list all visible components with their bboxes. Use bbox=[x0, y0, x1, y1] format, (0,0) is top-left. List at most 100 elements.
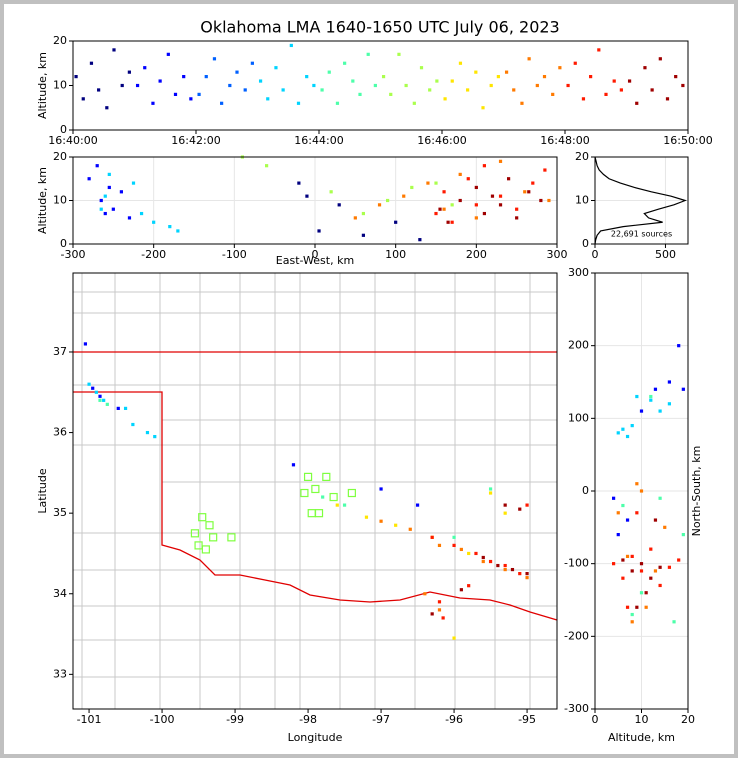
source-point bbox=[131, 181, 136, 185]
source-point bbox=[452, 636, 456, 640]
source-point bbox=[489, 83, 493, 88]
source-point bbox=[107, 185, 111, 190]
source-point bbox=[335, 503, 339, 507]
y-tick-label: 10 bbox=[53, 194, 67, 207]
source-point bbox=[474, 216, 478, 220]
station bbox=[303, 472, 313, 481]
y-tick-label: 0 bbox=[582, 237, 589, 250]
annotation: 22,691 sources bbox=[611, 230, 672, 239]
source-point bbox=[438, 207, 442, 211]
source-point bbox=[452, 535, 456, 539]
source-point bbox=[394, 220, 398, 224]
source-point bbox=[630, 554, 634, 558]
source-point bbox=[430, 535, 434, 539]
station bbox=[194, 541, 203, 550]
station bbox=[307, 509, 316, 518]
y-tick-label: 0 bbox=[60, 237, 67, 250]
source-point bbox=[612, 79, 616, 83]
source-point bbox=[466, 88, 470, 92]
source-point bbox=[450, 79, 454, 83]
source-point bbox=[204, 75, 208, 79]
source-point bbox=[539, 198, 543, 203]
source-point bbox=[520, 101, 524, 105]
source-point bbox=[490, 194, 495, 198]
source-point bbox=[87, 177, 91, 181]
source-point bbox=[635, 511, 639, 515]
source-point bbox=[625, 605, 630, 609]
source-point bbox=[91, 386, 95, 390]
source-point bbox=[317, 229, 321, 233]
station bbox=[311, 484, 320, 494]
y-axis-label: Latitude bbox=[36, 468, 49, 514]
y-tick-label: 20 bbox=[53, 34, 67, 47]
source-point bbox=[87, 382, 91, 386]
y-tick-label: 0 bbox=[582, 484, 589, 497]
source-point bbox=[573, 61, 577, 65]
source-point bbox=[437, 600, 442, 604]
source-point bbox=[515, 216, 519, 220]
source-point bbox=[107, 172, 111, 176]
x-axis-label: East-West, km bbox=[276, 254, 354, 267]
y-tick-label: 35 bbox=[53, 506, 67, 519]
source-point bbox=[627, 79, 632, 83]
source-point bbox=[650, 88, 654, 92]
source-point bbox=[321, 495, 325, 499]
plot-frame bbox=[594, 272, 689, 710]
source-point bbox=[442, 190, 446, 194]
source-point bbox=[667, 565, 671, 569]
source-point bbox=[428, 88, 432, 92]
source-point bbox=[467, 584, 471, 588]
source-point bbox=[153, 435, 157, 439]
source-point bbox=[498, 159, 503, 163]
source-point bbox=[83, 342, 88, 346]
source-point bbox=[143, 66, 147, 70]
x-tick-label: -99 bbox=[226, 713, 244, 726]
source-point bbox=[643, 66, 647, 70]
source-point bbox=[119, 190, 123, 194]
y-tick-label: 200 bbox=[568, 339, 589, 352]
y-tick-label: 33 bbox=[53, 667, 67, 680]
source-point bbox=[488, 491, 493, 495]
source-point bbox=[135, 83, 140, 88]
x-tick-label: 300 bbox=[547, 248, 568, 261]
source-point bbox=[630, 612, 634, 617]
y-tick-label: 20 bbox=[53, 150, 67, 163]
source-point bbox=[635, 394, 639, 399]
source-point bbox=[507, 177, 511, 181]
plot-frame bbox=[72, 156, 558, 245]
source-point bbox=[665, 97, 670, 101]
source-point bbox=[343, 61, 347, 65]
x-tick-label: 16:48:00 bbox=[540, 134, 589, 147]
x-tick-label: 16:44:00 bbox=[294, 134, 343, 147]
source-point bbox=[458, 172, 462, 176]
x-tick-label: 0 bbox=[592, 248, 599, 261]
source-point bbox=[320, 88, 324, 92]
y-tick-label: -200 bbox=[564, 629, 589, 642]
source-point bbox=[441, 616, 445, 620]
source-point bbox=[139, 211, 144, 216]
source-point bbox=[681, 83, 685, 88]
source-point bbox=[551, 92, 555, 96]
source-point bbox=[635, 482, 639, 486]
y-tick-label: 20 bbox=[575, 150, 589, 163]
source-point bbox=[151, 101, 155, 105]
plot-frame bbox=[72, 272, 558, 710]
y-tick-label: -100 bbox=[564, 557, 589, 570]
source-point bbox=[443, 97, 447, 101]
source-point bbox=[481, 555, 485, 560]
source-point bbox=[212, 57, 217, 61]
source-point bbox=[612, 496, 616, 500]
source-point bbox=[434, 211, 438, 216]
source-point bbox=[619, 88, 623, 92]
x-axis-label: Altitude, km bbox=[608, 731, 675, 744]
y-tick-label: 10 bbox=[575, 194, 589, 207]
y-tick-label: 10 bbox=[53, 79, 67, 92]
source-point bbox=[98, 398, 102, 402]
source-point bbox=[488, 487, 493, 491]
y-tick-label: 300 bbox=[568, 266, 589, 279]
source-point bbox=[99, 207, 103, 211]
station bbox=[205, 521, 214, 530]
source-point bbox=[426, 181, 430, 185]
y-axis-label: Altitude, km bbox=[36, 167, 49, 234]
